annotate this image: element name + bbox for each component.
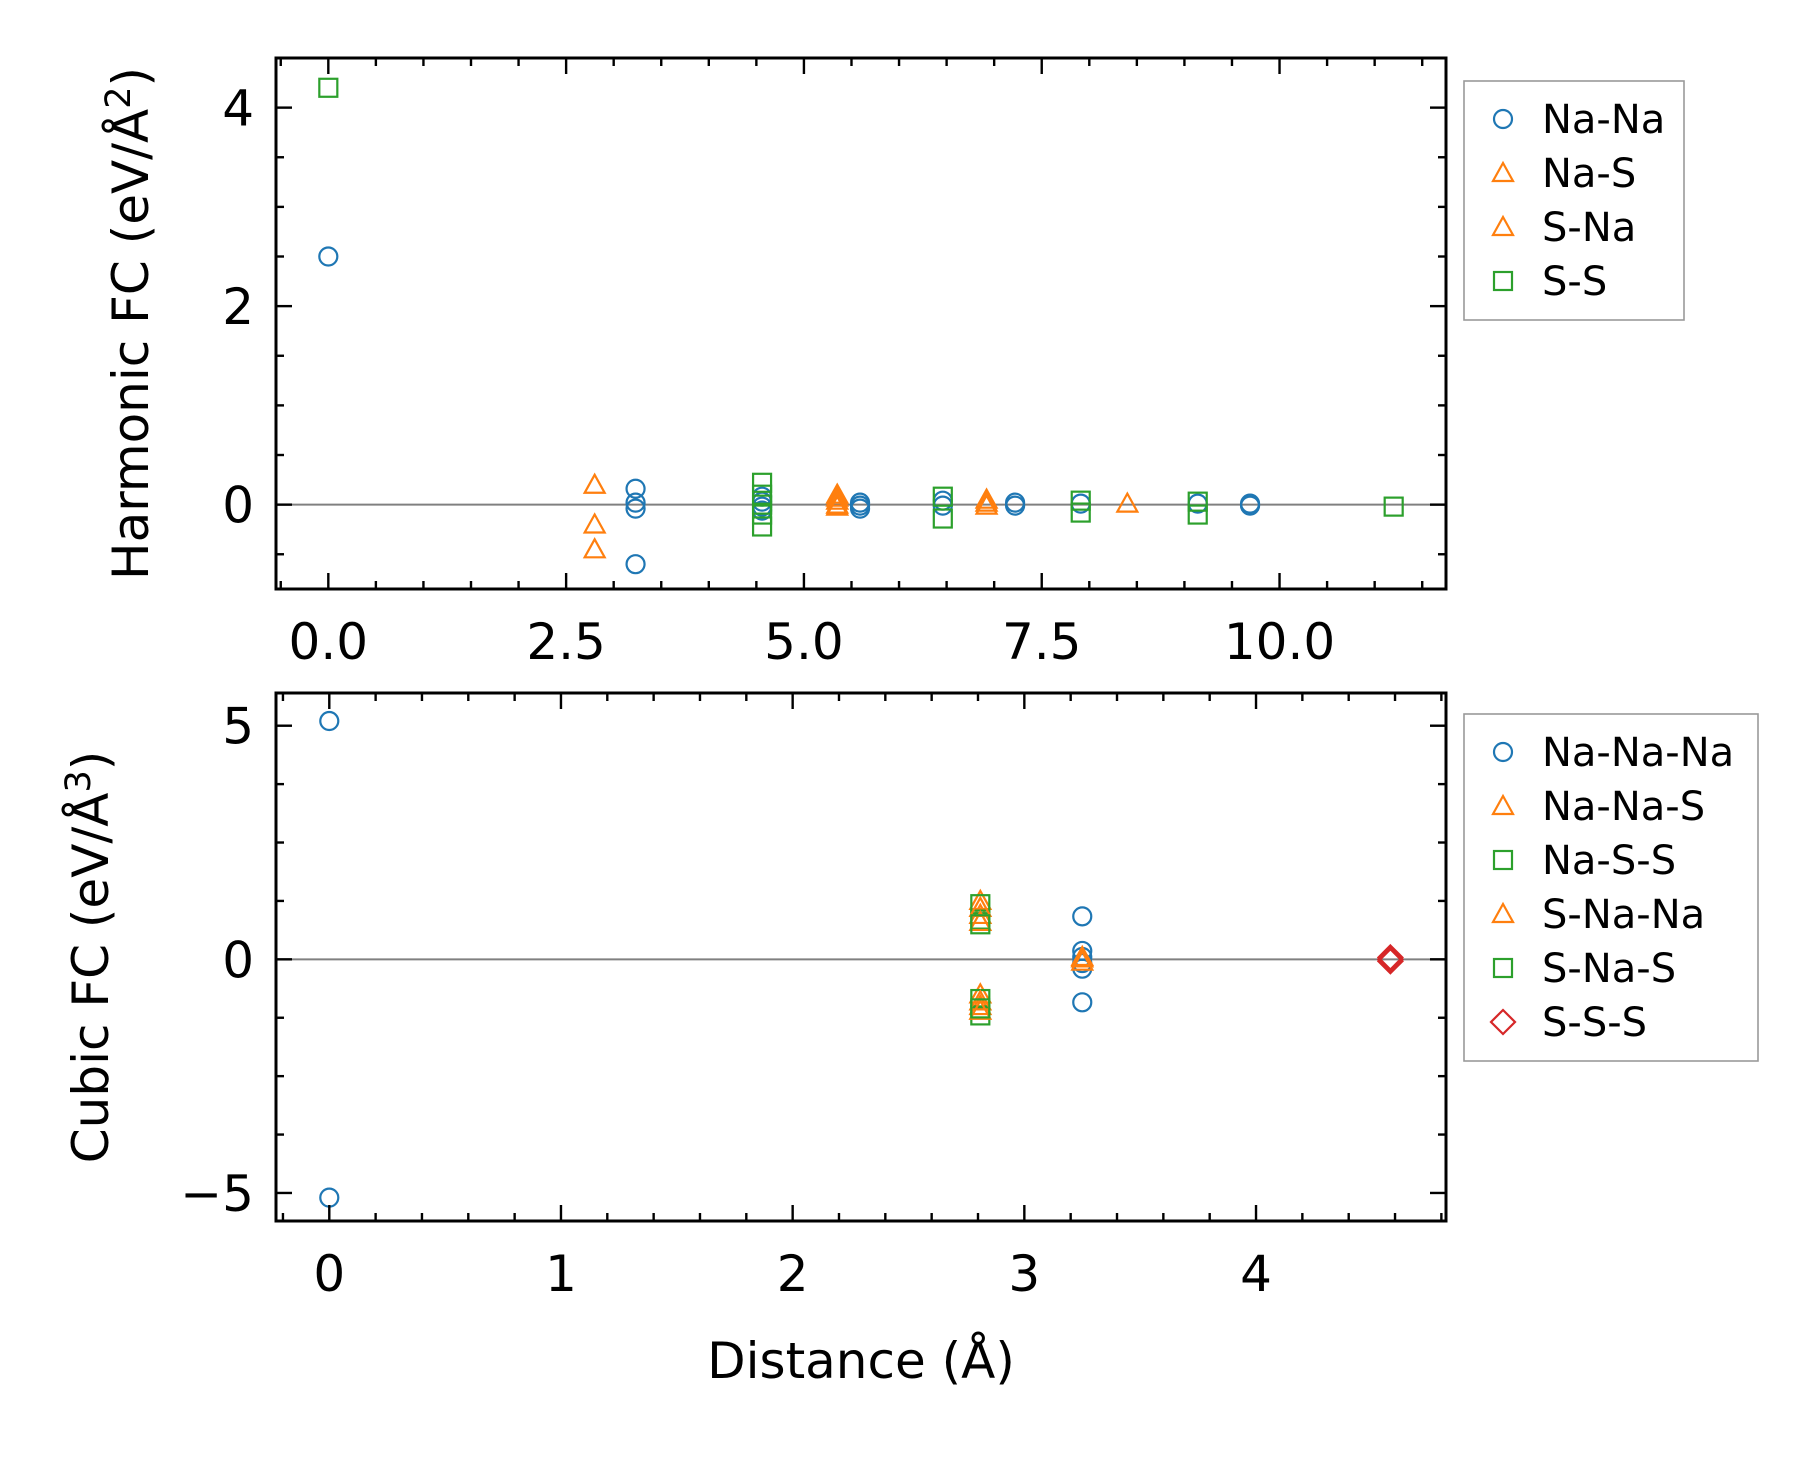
y-tick-label: −5: [180, 1165, 254, 1223]
legend-label: Na-S: [1542, 151, 1636, 197]
tick-labels: 0 1 2 3 4 −5 0 5: [180, 698, 1272, 1303]
data-point-na-na: [849, 498, 871, 519]
data-point-s-na: [825, 485, 850, 507]
data-point-s-s: [1383, 496, 1404, 517]
data-point-s-s: [1070, 502, 1091, 523]
data-point-na-na-na: [1072, 906, 1093, 927]
legend-label: Na-S-S: [1542, 838, 1676, 884]
legend-marker: [1491, 214, 1515, 237]
x-tick-label: 10.0: [1224, 613, 1335, 671]
data-point-s-s: [1187, 504, 1208, 525]
data-point-na-s: [825, 488, 850, 510]
data-point-s-s: [1187, 491, 1208, 512]
y-tick-label: 4: [222, 80, 254, 138]
data-point-s-na-na: [968, 998, 993, 1020]
data-point-na-s: [825, 482, 850, 504]
x-tick-label: 4: [1240, 1245, 1272, 1303]
x-tick-label: 3: [1008, 1245, 1040, 1303]
legend-label: S-Na-Na: [1542, 892, 1705, 938]
plot-frame: [274, 56, 1448, 591]
legend-marker: [1491, 160, 1515, 183]
data-point-na-na-na: [319, 1187, 340, 1208]
data-point-s-na-na: [1070, 944, 1095, 967]
legend-marker: [1492, 741, 1514, 763]
data-point-s-na: [825, 492, 850, 514]
data-point-na-na-na: [1072, 992, 1093, 1013]
cubic-fc-panel: 0 1 2 3 4−505 Cubic FC (eV/Å3) Distance (Å) …: [59, 691, 1759, 1390]
legend-marker: [1492, 108, 1514, 130]
x-tick-label: 7.5: [1002, 613, 1082, 671]
data-point-s-s-s: [1376, 947, 1404, 975]
legend-label: Na-Na-Na: [1542, 730, 1734, 776]
x-axis-label: Distance (Å): [707, 1332, 1015, 1390]
legend-frame: [1463, 80, 1685, 321]
tick-labels: 0.0 2.5 5.0 7.5 10.0 0 2 4: [222, 80, 1335, 671]
y-tick-label: 0: [222, 477, 254, 535]
legend: Na-Na-Na Na-Na-S Na-S-S S-Na-Na S-Na-S S-S-S: [1463, 713, 1759, 1062]
y-axis-label: Cubic FC (eV/Å3): [59, 751, 120, 1164]
legend-label: S-S-S: [1542, 1000, 1647, 1046]
data-point-s-na-na: [968, 909, 993, 932]
data-point-s-na-s: [970, 998, 991, 1019]
data-point-na-na: [318, 246, 339, 267]
data-point-s-s: [751, 516, 773, 537]
data-point-s-na-s: [970, 914, 991, 935]
data-point-na-s: [1115, 491, 1140, 513]
y-axis-label: Harmonic FC (eV/Å2): [99, 67, 160, 580]
legend-marker: [1489, 1008, 1517, 1036]
data-point-s-s: [932, 508, 953, 529]
x-tick-label: 5.0: [764, 613, 844, 671]
legend-marker: [1492, 849, 1514, 871]
data-point-na-na: [625, 554, 646, 575]
data-point-na-na: [1239, 495, 1261, 516]
data-point-na-s: [974, 487, 999, 509]
legend-marker: [1492, 270, 1514, 292]
legend-marker: [1491, 901, 1515, 924]
data-point-na-na: [625, 478, 646, 499]
data-point-na-na: [625, 498, 646, 519]
data-points: [318, 77, 1404, 575]
axis-ticks: [276, 693, 1446, 1221]
y-tick-label: 5: [222, 698, 254, 756]
legend: Na-Na Na-S S-Na S-S: [1463, 80, 1685, 321]
legend-marker: [1492, 957, 1514, 979]
x-tick-label: 2: [777, 1245, 809, 1303]
data-point-na-na-s: [968, 888, 993, 911]
data-point-s-s: [932, 486, 953, 507]
data-point-na-na-s: [968, 993, 993, 1016]
y-tick-label: 0: [222, 931, 254, 989]
legend-label: S-Na: [1542, 205, 1636, 251]
data-point-s-s: [1070, 490, 1091, 511]
x-tick-label: 2.5: [526, 613, 606, 671]
y-tick-label: 2: [222, 278, 254, 336]
data-point-na-na: [1004, 495, 1026, 516]
data-point-na-s: [974, 493, 999, 515]
plot-frame: [274, 691, 1448, 1223]
legend-label: S-S: [1542, 259, 1607, 305]
legend-label: S-Na-S: [1542, 946, 1676, 992]
data-point-s-s: [751, 472, 773, 493]
data-point-na-na-s: [1070, 949, 1095, 971]
data-point-s-na: [974, 490, 999, 512]
data-points: [319, 710, 1404, 1208]
x-tick-label: 1: [545, 1245, 577, 1303]
data-point-s-s: [751, 504, 773, 525]
data-point-na-s: [582, 537, 607, 559]
legend-marker: [1491, 793, 1515, 816]
data-point-s-s-s: [1376, 943, 1404, 972]
data-point-na-na-na: [319, 710, 340, 732]
x-tick-label: 0.0: [289, 613, 369, 671]
legend-label: Na-Na-S: [1542, 784, 1705, 830]
data-point-na-na: [625, 492, 646, 513]
x-tick-label: 0: [313, 1245, 345, 1303]
data-point-na-s: [582, 512, 607, 534]
legend-frame: [1463, 713, 1759, 1062]
legend-label: Na-Na: [1542, 97, 1665, 143]
data-point-na-s: [582, 472, 607, 494]
axis-ticks: [276, 56, 1446, 589]
data-point-s-s-s: [1376, 945, 1404, 973]
data-point-s-s: [318, 77, 339, 98]
